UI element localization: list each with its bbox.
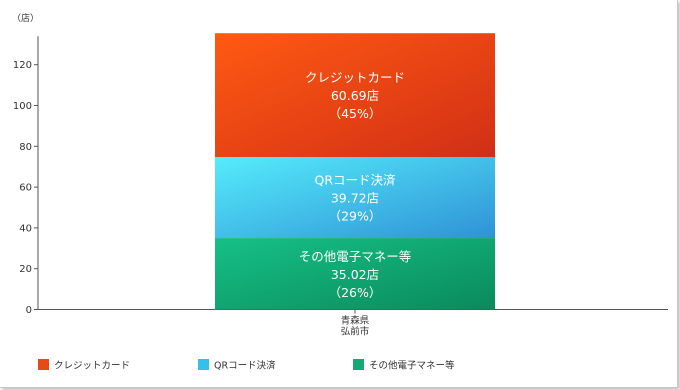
segment-label: （26%） <box>329 285 382 300</box>
legend-swatch <box>353 359 364 370</box>
segment-label: 39.72店 <box>331 191 379 206</box>
y-tick-label: 120 <box>13 60 32 71</box>
segment-label: クレジットカード <box>305 70 405 85</box>
y-axis: 0 20 40 60 80 100 120 <box>13 36 39 316</box>
segment-label: 35.02店 <box>331 267 379 282</box>
y-tick-label: 60 <box>19 183 32 194</box>
y-tick-label: 20 <box>19 264 32 275</box>
bar-segment <box>215 33 495 158</box>
segment-labels: その他電子マネー等 35.02店 （26%） QRコード決済 39.72店 （29%） クレ… <box>299 70 412 300</box>
legend: クレジットカード QRコード決済 その他電子マネー等 <box>38 359 455 372</box>
legend-swatch <box>38 359 49 370</box>
y-unit-label: （店） <box>12 12 39 24</box>
segment-label: その他電子マネー等 <box>299 249 412 264</box>
bar-segments <box>215 33 495 310</box>
segment-label: QRコード決済 <box>314 173 396 188</box>
y-tick-label: 40 <box>19 223 32 234</box>
segment-label: （45%） <box>329 106 382 121</box>
legend-label: クレジットカード <box>54 361 130 372</box>
legend-swatch <box>198 359 209 370</box>
y-tick-label: 100 <box>13 101 32 112</box>
bar-segment <box>215 157 495 239</box>
y-tick-label: 80 <box>19 142 32 153</box>
x-category-label: 青森県 <box>341 315 370 327</box>
segment-label: （29%） <box>329 209 382 224</box>
legend-label: その他電子マネー等 <box>369 360 455 372</box>
y-tick-label: 0 <box>26 305 32 316</box>
x-category-label: 弘前市 <box>341 326 370 338</box>
bar-segment <box>215 238 495 310</box>
segment-label: 60.69店 <box>331 88 379 103</box>
legend-label: QRコード決済 <box>214 360 276 372</box>
